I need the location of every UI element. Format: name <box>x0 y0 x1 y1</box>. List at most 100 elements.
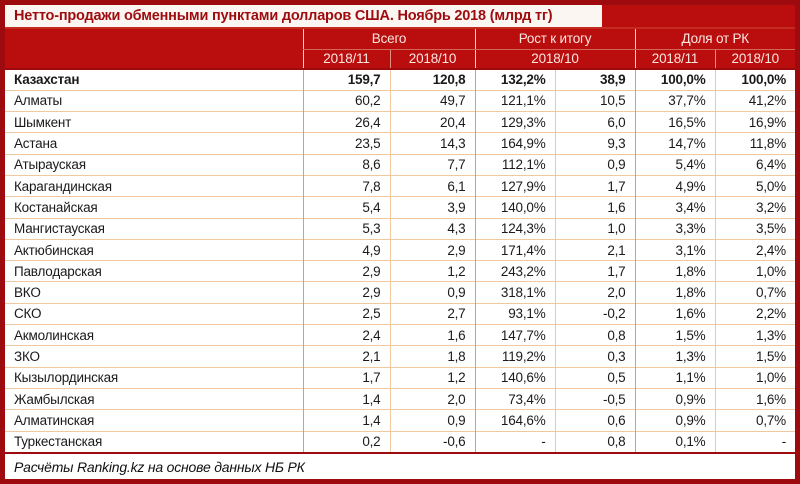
share-2018-11-cell: 1,1% <box>634 366 715 389</box>
growth-pct-cell: 318,1% <box>474 281 555 304</box>
growth-abs-cell: 10,5 <box>554 89 635 112</box>
growth-abs-cell: 9,3 <box>554 132 635 155</box>
share-2018-11-cell: 0,9% <box>634 409 715 432</box>
total-2018-11-cell: 4,9 <box>302 238 390 261</box>
total-2018-11-cell: 26,4 <box>302 111 390 133</box>
total-2018-11-cell: 7,8 <box>302 174 390 197</box>
total-2018-10-cell: 0,9 <box>389 281 475 304</box>
total-2018-10-cell: 4,3 <box>389 217 475 240</box>
share-2018-10-cell: 41,2% <box>714 89 795 112</box>
share-2018-11-cell: 0,1% <box>634 430 715 453</box>
total-2018-10-cell: 1,2 <box>389 366 475 389</box>
table-row: Атырауская 8,6 7,7 112,1% 0,9 5,4% 6,4% <box>5 153 795 176</box>
table-row: Астана 23,5 14,3 164,9% 9,3 14,7% 11,8% <box>5 132 795 155</box>
region-name-cell: Астана <box>5 132 303 155</box>
share-2018-10-cell: 16,9% <box>714 111 795 133</box>
total-2018-11-cell: 2,9 <box>302 260 390 282</box>
share-2018-10-cell: - <box>714 430 795 453</box>
share-2018-11-cell: 3,3% <box>634 217 715 240</box>
corner-cell <box>5 29 303 70</box>
share-2018-10-cell: 6,4% <box>714 153 795 176</box>
growth-pct-cell: - <box>474 430 555 453</box>
header-col-share-2018-10: 2018/10 <box>714 49 795 70</box>
share-2018-10-cell: 3,2% <box>714 196 795 219</box>
table-row: Казахстан 159,7 120,8 132,2% 38,9 100,0%… <box>5 68 795 91</box>
table-row: Костанайская 5,4 3,9 140,0% 1,6 3,4% 3,2… <box>5 196 795 219</box>
total-2018-11-cell: 1,7 <box>302 366 390 389</box>
region-name-cell: СКО <box>5 302 303 325</box>
source-note-text: Расчёты Ranking.kz на основе данных НБ Р… <box>14 458 305 475</box>
region-name-cell: ВКО <box>5 281 303 304</box>
total-2018-10-cell: 1,2 <box>389 260 475 282</box>
growth-pct-cell: 140,0% <box>474 196 555 219</box>
share-2018-11-cell: 1,8% <box>634 281 715 304</box>
header-group-total: Всего <box>302 29 475 50</box>
region-name-cell: Алматинская <box>5 409 303 432</box>
share-2018-11-cell: 4,9% <box>634 174 715 197</box>
region-name-cell: Жамбылская <box>5 387 303 410</box>
region-name-cell: Костанайская <box>5 196 303 219</box>
growth-pct-cell: 129,3% <box>474 111 555 133</box>
share-2018-10-cell: 0,7% <box>714 281 795 304</box>
region-name-cell: Карагандинская <box>5 174 303 197</box>
growth-pct-cell: 132,2% <box>474 68 555 91</box>
growth-abs-cell: 0,8 <box>554 324 635 346</box>
growth-pct-cell: 119,2% <box>474 345 555 368</box>
total-2018-11-cell: 23,5 <box>302 132 390 155</box>
growth-abs-cell: 0,5 <box>554 366 635 389</box>
total-2018-10-cell: 2,0 <box>389 387 475 410</box>
share-2018-10-cell: 11,8% <box>714 132 795 155</box>
share-2018-10-cell: 3,5% <box>714 217 795 240</box>
total-2018-10-cell: -0,6 <box>389 430 475 453</box>
region-name-cell: Мангистауская <box>5 217 303 240</box>
share-2018-11-cell: 100,0% <box>634 68 715 91</box>
share-2018-10-cell: 1,5% <box>714 345 795 368</box>
growth-abs-cell: 1,6 <box>554 196 635 219</box>
growth-pct-cell: 164,6% <box>474 409 555 432</box>
table-body: Казахстан 159,7 120,8 132,2% 38,9 100,0%… <box>5 68 795 453</box>
growth-pct-cell: 171,4% <box>474 238 555 261</box>
table-row: Карагандинская 7,8 6,1 127,9% 1,7 4,9% 5… <box>5 174 795 197</box>
growth-abs-cell: 1,7 <box>554 174 635 197</box>
growth-abs-cell: 0,6 <box>554 409 635 432</box>
share-2018-11-cell: 1,8% <box>634 260 715 282</box>
total-2018-11-cell: 1,4 <box>302 409 390 432</box>
header-years-row: 2018/11 2018/10 2018/10 2018/11 2018/10 <box>5 49 795 70</box>
total-2018-11-cell: 5,4 <box>302 196 390 219</box>
total-2018-10-cell: 14,3 <box>389 132 475 155</box>
share-2018-11-cell: 37,7% <box>634 89 715 112</box>
growth-abs-cell: 0,8 <box>554 430 635 453</box>
total-2018-11-cell: 2,9 <box>302 281 390 304</box>
growth-abs-cell: 38,9 <box>554 68 635 91</box>
title-filler <box>602 5 795 27</box>
region-name-cell: ЗКО <box>5 345 303 368</box>
data-table: Всего Рост к итогу Доля от РК 2018/11 20… <box>5 29 795 453</box>
table-row: Шымкент 26,4 20,4 129,3% 6,0 16,5% 16,9% <box>5 111 795 133</box>
growth-pct-cell: 121,1% <box>474 89 555 112</box>
total-2018-11-cell: 0,2 <box>302 430 390 453</box>
total-2018-11-cell: 8,6 <box>302 153 390 176</box>
region-name-cell: Шымкент <box>5 111 303 133</box>
table-row: Туркестанская 0,2 -0,6 - 0,8 0,1% - <box>5 430 795 453</box>
share-2018-11-cell: 0,9% <box>634 387 715 410</box>
total-2018-10-cell: 0,9 <box>389 409 475 432</box>
table-row: Кызылординская 1,7 1,2 140,6% 0,5 1,1% 1… <box>5 366 795 389</box>
header-col-share-2018-11: 2018/11 <box>634 49 715 70</box>
share-2018-10-cell: 5,0% <box>714 174 795 197</box>
growth-pct-cell: 73,4% <box>474 387 555 410</box>
total-2018-10-cell: 2,7 <box>389 302 475 325</box>
share-2018-11-cell: 1,3% <box>634 345 715 368</box>
region-name-cell: Павлодарская <box>5 260 303 282</box>
growth-abs-cell: 1,0 <box>554 217 635 240</box>
share-2018-10-cell: 2,4% <box>714 238 795 261</box>
share-2018-10-cell: 1,0% <box>714 260 795 282</box>
table-row: Актюбинская 4,9 2,9 171,4% 2,1 3,1% 2,4% <box>5 238 795 261</box>
total-2018-10-cell: 6,1 <box>389 174 475 197</box>
growth-abs-cell: 0,3 <box>554 345 635 368</box>
table-row: ЗКО 2,1 1,8 119,2% 0,3 1,3% 1,5% <box>5 345 795 368</box>
table-row: Мангистауская 5,3 4,3 124,3% 1,0 3,3% 3,… <box>5 217 795 240</box>
total-2018-10-cell: 1,8 <box>389 345 475 368</box>
total-2018-11-cell: 2,5 <box>302 302 390 325</box>
total-2018-10-cell: 49,7 <box>389 89 475 112</box>
